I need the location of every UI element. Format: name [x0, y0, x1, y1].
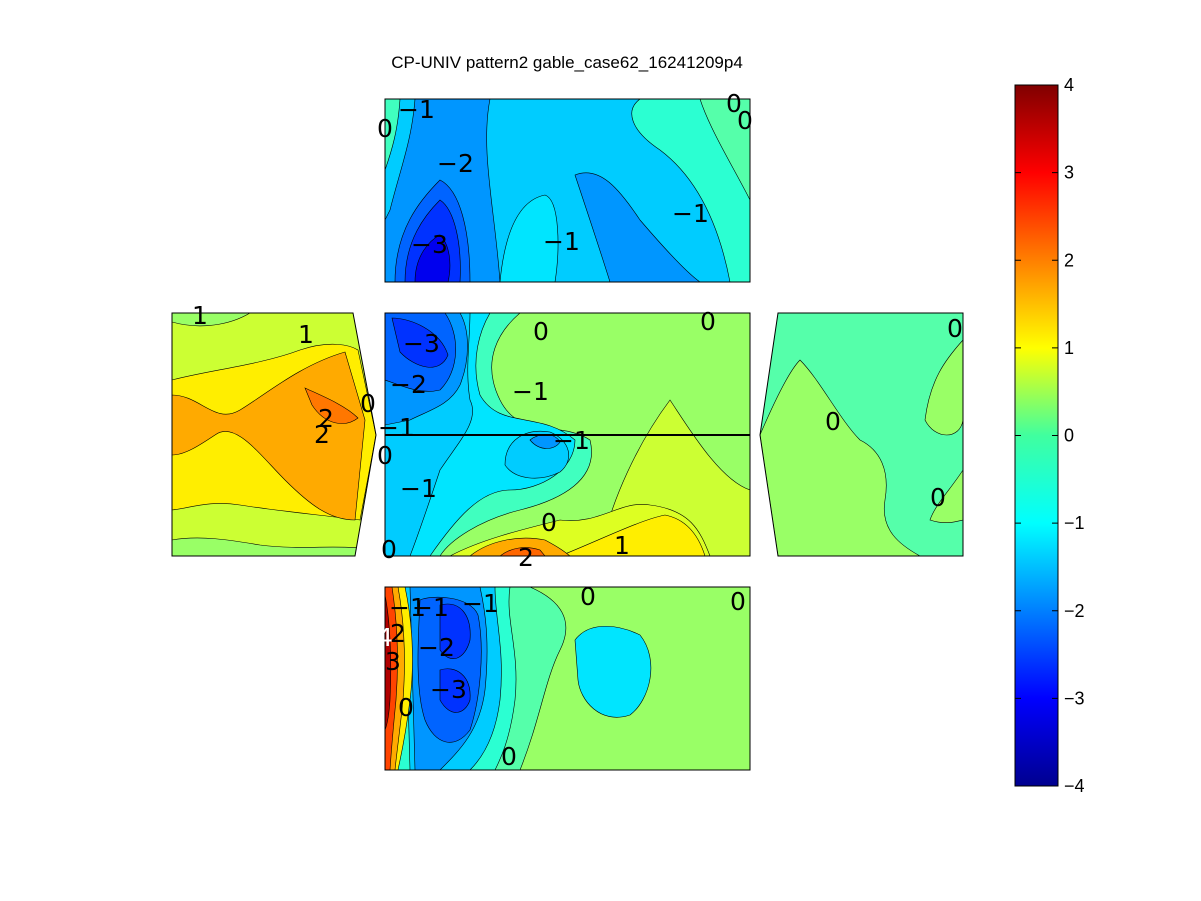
bottom-roof-frame: [384, 586, 751, 771]
right-gable-frame: [759, 312, 964, 557]
colorbar-tick-label: −1: [1064, 513, 1085, 533]
contour-label: 2: [390, 619, 406, 648]
contour-label: −3: [411, 230, 448, 259]
left-gable-frame: [171, 312, 377, 557]
colorbar-ticks: 4 3 2 1 0 −1 −2 −3 −4: [1015, 75, 1085, 796]
contour-label: 2: [314, 420, 330, 449]
contour-label: 0: [737, 106, 753, 135]
contour-label: 0: [580, 582, 596, 611]
contour-label: −3: [430, 675, 467, 704]
contour-label: −1: [672, 199, 709, 228]
contour-label: 0: [381, 535, 397, 564]
contour-label: 1: [298, 320, 314, 349]
colorbar-tick-label: 2: [1064, 250, 1074, 270]
contour-label: 0: [360, 389, 376, 418]
contour-label: 1: [192, 301, 208, 330]
contour-label: −1: [400, 474, 437, 503]
contour-label: 0: [700, 307, 716, 336]
contour-labels-right: 0 0 0: [825, 314, 963, 512]
colorbar-tick-label: 1: [1064, 338, 1074, 358]
contour-labels-top: −1 0 −2 −3 −1 −1 0 0: [377, 89, 753, 259]
contour-label: −1: [553, 426, 590, 455]
colorbar-tick-label: 3: [1064, 163, 1074, 183]
contour-label: 0: [726, 89, 742, 118]
colorbar-tick-label: −3: [1064, 688, 1085, 708]
contour-labels-center: −3 0 0 −2 −1 −1 −1 0 −1 0 1 2 0: [377, 307, 716, 572]
contour-label: 0: [533, 317, 549, 346]
contour-label: −3: [403, 329, 440, 358]
colorbar: 4 3 2 1 0 −1 −2 −3 −4: [1014, 75, 1085, 796]
contour-label: 0: [825, 407, 841, 436]
contour-labels-left: 1 1 2 2 0: [192, 301, 376, 449]
top-roof-frame: [384, 98, 751, 283]
contour-label: 0: [930, 483, 946, 512]
contour-label: 0: [398, 693, 414, 722]
contour-label: 0: [541, 508, 557, 537]
colorbar-tick-label: −2: [1064, 601, 1085, 621]
contour-label: 0: [947, 314, 963, 343]
contour-label: −1: [389, 593, 426, 622]
contour-label: 3: [385, 647, 401, 676]
contour-label: −2: [390, 370, 427, 399]
contour-label: 0: [501, 742, 517, 771]
contour-label: 0: [730, 587, 746, 616]
contour-label: 2: [318, 404, 334, 433]
contour-label: −1: [462, 589, 499, 618]
contour-label: −1: [398, 95, 435, 124]
contour-label: 4: [377, 623, 393, 652]
contour-label: −1: [512, 377, 549, 406]
contour-label: 0: [377, 114, 393, 143]
contour-label: −1: [412, 593, 449, 622]
chart-title: CP-UNIV pattern2 gable_case62_16241209p4: [391, 53, 743, 72]
contour-label: 2: [518, 543, 534, 572]
panel-top-roof: [385, 99, 750, 282]
contour-label: −1: [378, 413, 415, 442]
colorbar-gradient: [1014, 84, 1059, 787]
colorbar-tick-label: −4: [1064, 776, 1085, 796]
contour-labels-bottom: −1 −1 −1 0 0 4 2 −2 3 −3 0 0: [377, 582, 746, 771]
panel-bottom-roof: [385, 587, 750, 770]
contour-label: −2: [437, 149, 474, 178]
contour-label: 1: [614, 531, 630, 560]
colorbar-tick-label: 4: [1064, 75, 1074, 95]
colorbar-tick-label: 0: [1064, 426, 1074, 446]
contour-label: 0: [377, 441, 393, 470]
panel-left-gable: [172, 313, 376, 556]
contour-label: −2: [418, 633, 455, 662]
contour-label: −1: [543, 227, 580, 256]
panel-right-gable: [760, 313, 963, 556]
